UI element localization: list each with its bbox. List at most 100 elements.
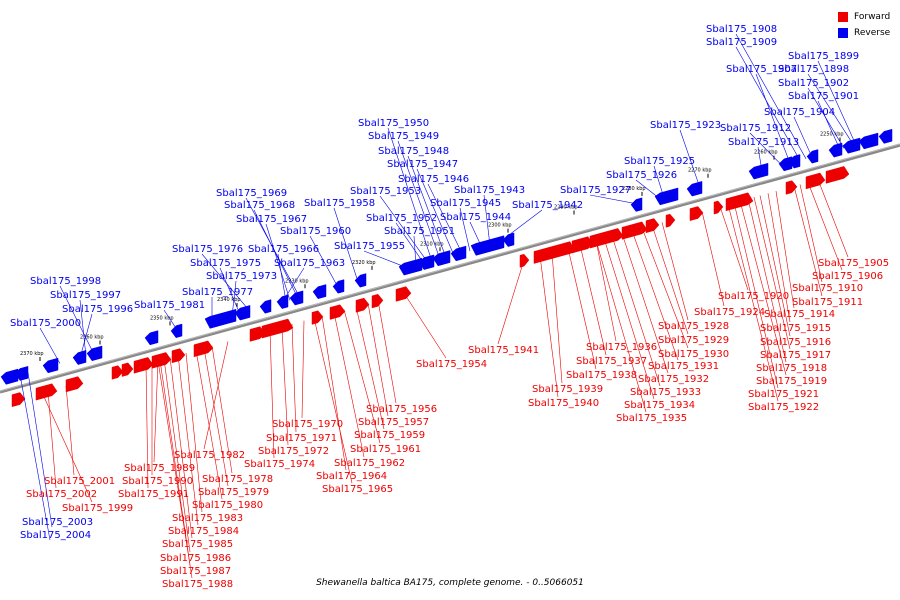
reverse-gene-label-leader <box>79 299 87 357</box>
forward-gene-label-leader <box>753 197 791 350</box>
reverse-gene-label-leader <box>416 168 455 256</box>
forward-gene-label: Sbal175_1920 <box>718 291 789 302</box>
reverse-gene-label: Sbal175_2004 <box>20 530 91 541</box>
reverse-gene-arrow <box>686 181 703 197</box>
forward-gene-label: Sbal175_1990 <box>122 476 193 487</box>
forward-gene-label: Sbal175_1980 <box>192 500 263 511</box>
scale-tick-label: 2360 kbp <box>80 335 104 341</box>
reverse-gene-label: Sbal175_1925 <box>624 156 695 167</box>
legend-reverse-label: Reverse <box>854 28 891 38</box>
forward-gene-arrow <box>65 376 84 393</box>
reverse-gene-label-leader <box>277 253 287 302</box>
forward-gene-label: Sbal175_1985 <box>162 539 233 550</box>
forward-gene-arrow <box>785 180 798 195</box>
forward-gene-arrow <box>621 221 648 240</box>
reverse-gene-label: Sbal175_1952 <box>366 213 437 224</box>
forward-gene-label: Sbal175_1905 <box>818 258 889 269</box>
forward-gene-arrow <box>725 192 754 212</box>
reverse-gene-arrow <box>788 154 801 169</box>
forward-gene-label-leader <box>775 191 795 309</box>
reverse-gene-label-leader <box>59 285 95 355</box>
reverse-gene-label: Sbal175_1998 <box>30 276 101 287</box>
forward-gene-label: Sbal175_1928 <box>658 321 729 332</box>
reverse-gene-arrow <box>828 142 843 158</box>
reverse-gene-label: Sbal175_1960 <box>280 226 351 237</box>
forward-gene-label: Sbal175_1982 <box>174 450 245 461</box>
reverse-gene-label: Sbal175_1898 <box>778 64 849 75</box>
reverse-gene-label-leader <box>413 235 417 266</box>
forward-gene-arrow <box>519 253 530 268</box>
legend-forward: Forward <box>838 9 890 25</box>
forward-gene-label-leader <box>747 198 787 363</box>
forward-gene-label-leader <box>551 252 563 384</box>
reverse-gene-label: Sbal175_1953 <box>350 186 421 197</box>
forward-gene-label: Sbal175_1918 <box>756 363 827 374</box>
reverse-gene-label: Sbal175_1948 <box>378 146 449 157</box>
reverse-gene-label: Sbal175_1958 <box>304 198 375 209</box>
reverse-gene-label-leader <box>807 73 855 146</box>
scale-tick-label: 2370 kbp <box>20 351 44 357</box>
reverse-gene-label: Sbal175_1926 <box>606 170 677 181</box>
reverse-gene-label-leader <box>793 116 813 158</box>
forward-gene-label: Sbal175_1933 <box>630 387 701 398</box>
reverse-gene-arrow <box>654 187 679 206</box>
reverse-gene-arrow <box>72 350 87 365</box>
forward-gene-label-leader <box>603 238 655 400</box>
forward-gene-label-leader <box>807 182 843 271</box>
forward-gene-arrow <box>329 304 346 320</box>
forward-gene-label-leader <box>739 200 787 376</box>
forward-gene-label: Sbal175_1914 <box>764 309 835 320</box>
reverse-gene-label: Sbal175_1977 <box>182 287 253 298</box>
reverse-gene-label: Sbal175_1975 <box>190 258 261 269</box>
reverse-gene-label: Sbal175_1949 <box>368 131 439 142</box>
scale-tick-label: 2330 kbp <box>285 278 309 284</box>
reverse-gene-label-leader <box>679 129 701 189</box>
forward-gene-label-leader <box>163 358 191 553</box>
reverse-gene-label-leader <box>163 309 179 332</box>
reverse-gene-label: Sbal175_2000 <box>10 318 81 329</box>
reverse-gene-arrow <box>234 305 251 321</box>
reverse-gene-arrow <box>450 245 467 262</box>
reverse-gene-label: Sbal175_1945 <box>430 198 501 209</box>
reverse-gene-label-leader <box>497 209 543 244</box>
reverse-gene-label: Sbal175_1923 <box>650 120 721 131</box>
forward-gene-label: Sbal175_1938 <box>566 370 637 381</box>
forward-gene-label: Sbal175_1965 <box>322 484 393 495</box>
reverse-gene-label-leader <box>253 209 299 299</box>
forward-gene-label-leader <box>355 306 385 430</box>
forward-gene-label: Sbal175_1921 <box>748 389 819 400</box>
reverse-gene-arrow <box>432 250 451 267</box>
forward-gene-label-leader <box>185 352 203 513</box>
forward-gene-label: Sbal175_1919 <box>756 376 827 387</box>
forward-gene-arrow <box>713 200 724 215</box>
forward-gene-label-leader <box>719 206 749 291</box>
reverse-gene-label-leader <box>749 132 783 166</box>
reverse-gene-label: Sbal175_2003 <box>22 517 93 528</box>
scale-tick-label: 2350 kbp <box>150 315 174 321</box>
forward-gene-label-leader <box>817 179 849 258</box>
reverse-gene-arrow <box>630 197 643 212</box>
reverse-gene-arrow <box>748 162 769 180</box>
forward-gene-label: Sbal175_1929 <box>658 335 729 346</box>
reverse-gene-label: Sbal175_1944 <box>440 212 511 223</box>
reverse-swatch <box>838 28 848 38</box>
genome-caption: Shewanella baltica BA175, complete genom… <box>316 578 584 588</box>
reverse-gene-label-leader <box>395 222 425 264</box>
forward-gene-label: Sbal175_1924 <box>694 307 765 318</box>
forward-gene-label: Sbal175_1911 <box>792 297 863 308</box>
reverse-gene-label-leader <box>333 207 359 282</box>
forward-gene-label: Sbal175_1931 <box>648 361 719 372</box>
forward-gene-label-leader <box>377 300 397 404</box>
reverse-gene-label-leader <box>201 253 251 312</box>
forward-swatch <box>838 12 848 22</box>
forward-gene-label: Sbal175_1984 <box>168 526 239 537</box>
reverse-gene-arrow <box>14 365 29 381</box>
forward-gene-label-leader <box>153 360 159 463</box>
reverse-gene-label: Sbal175_1981 <box>134 300 205 311</box>
scale-tick-label: 2300 kbp <box>488 223 512 229</box>
reverse-gene-label: Sbal175_1951 <box>384 226 455 237</box>
reverse-gene-arrow <box>470 235 505 256</box>
scale-tick-label: 2260 kbp <box>754 150 778 156</box>
reverse-gene-label-leader <box>469 221 483 248</box>
forward-gene-label-leader <box>759 195 791 337</box>
